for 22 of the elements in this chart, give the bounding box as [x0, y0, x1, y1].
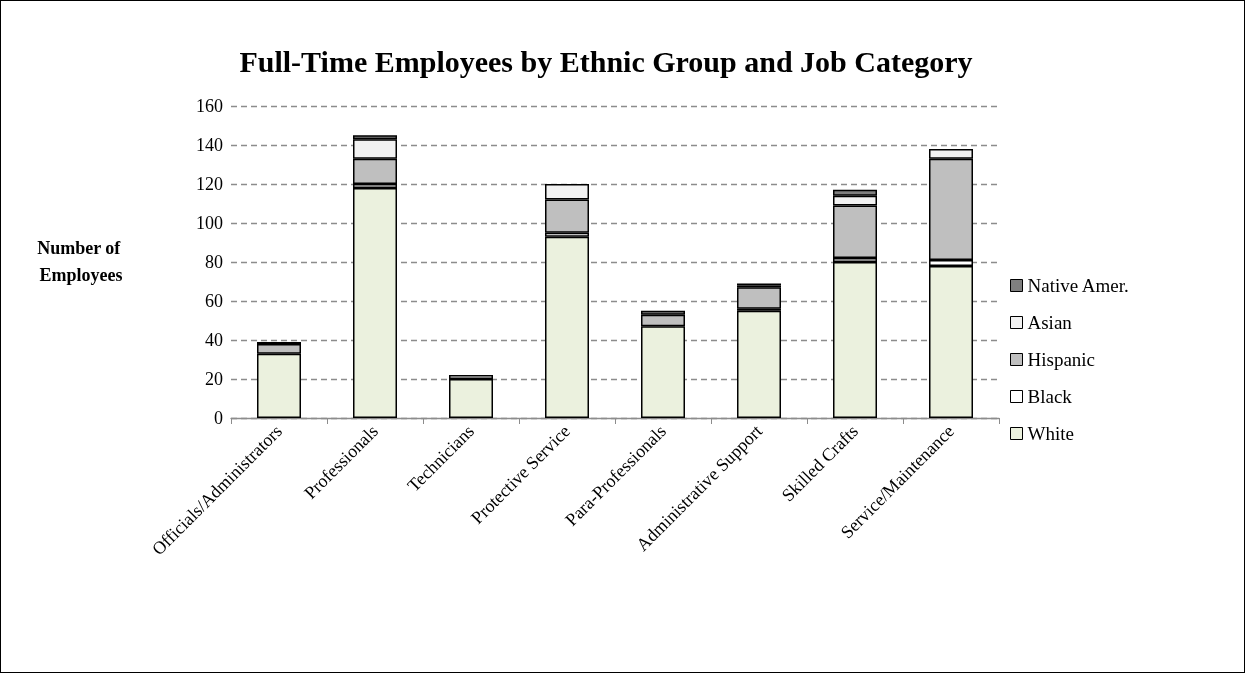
legend-label: Hispanic	[1027, 349, 1096, 370]
legend-label: Native Amer.	[1027, 275, 1129, 296]
bar	[449, 379, 493, 418]
bar	[737, 287, 781, 309]
y-tick-label: 120	[196, 174, 223, 194]
bar	[737, 310, 781, 418]
y-tick-label: 160	[196, 96, 223, 116]
legend-label: Asian	[1027, 312, 1073, 333]
y-tick-label: 40	[205, 330, 223, 350]
legend-label: Black	[1027, 386, 1073, 407]
chart-title: Full-Time Employees by Ethnic Group and Job Category	[239, 44, 973, 78]
y-tick-label: 140	[196, 135, 223, 155]
y-tick-label: 60	[205, 291, 223, 311]
y-axis-title: Number of Employees	[37, 237, 125, 285]
y-tick-label: 100	[196, 213, 223, 233]
y-tick-label: 20	[205, 369, 223, 389]
bar	[833, 262, 877, 418]
y-tick-label: 80	[205, 252, 223, 272]
bar	[353, 187, 397, 418]
y-tick-label: 0	[214, 408, 223, 428]
bar	[545, 236, 589, 418]
legend-label: White	[1027, 423, 1074, 444]
